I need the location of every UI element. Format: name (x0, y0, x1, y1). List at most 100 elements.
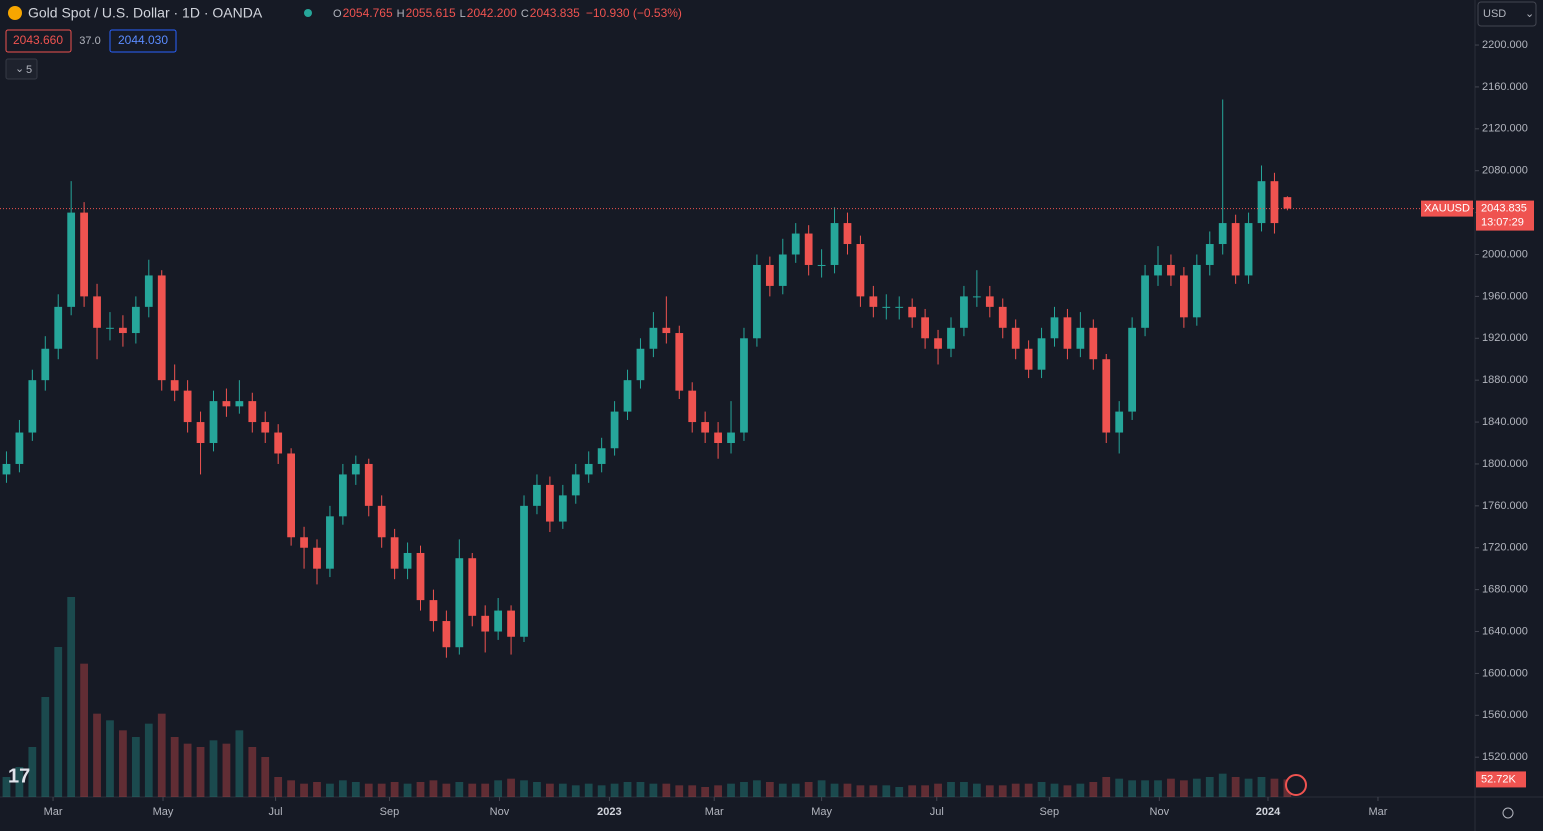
volume-bar (533, 782, 541, 797)
volume-bar (1257, 777, 1266, 797)
candle-body (416, 552, 425, 601)
chevron: ⌄ (15, 63, 24, 75)
volume-bar (429, 780, 438, 797)
x-tick-label: Jul (269, 806, 283, 818)
candle-body (908, 306, 917, 318)
symbol: Gold Spot / U.S. Dollar · 1D · OANDA (28, 5, 263, 21)
y-tick-label: 2200.000 (1482, 39, 1528, 51)
candle-body (778, 254, 787, 286)
candle-body (740, 338, 748, 433)
x-tick-label: Nov (1150, 806, 1170, 818)
volume-bar (636, 782, 645, 797)
volume-bar (183, 743, 192, 797)
candle-body (558, 495, 567, 522)
candle-body (131, 306, 140, 334)
volume-bar (481, 783, 490, 797)
volume-bar (895, 787, 904, 797)
y-tick-label: 1640.000 (1482, 625, 1528, 637)
events-icon[interactable] (1285, 774, 1307, 796)
candle-body (468, 558, 477, 616)
settings-icon[interactable] (1502, 807, 1514, 819)
candle-body (972, 296, 981, 298)
currency-select[interactable] (1477, 1, 1537, 27)
candle-body (67, 212, 76, 307)
candle-body (688, 390, 697, 423)
bid-box[interactable] (5, 29, 72, 53)
candle-body (765, 264, 774, 286)
ask-box[interactable] (109, 29, 177, 53)
candle-body (597, 448, 606, 464)
volume-bar (843, 783, 852, 797)
y-tick-label: 2120.000 (1482, 123, 1528, 135)
candle-body (856, 244, 865, 297)
ohlc-key: H (397, 8, 405, 20)
candle-body (338, 474, 347, 517)
volume-bar (972, 783, 981, 797)
x-tick-label: 2023 (597, 806, 621, 818)
y-tick-label: 1760.000 (1482, 500, 1528, 512)
volume-bar (960, 782, 968, 797)
price-tag (1476, 200, 1534, 231)
volume-bar (442, 783, 451, 797)
volume-bar (558, 783, 567, 797)
candle-body (649, 327, 658, 349)
indicators-toggle[interactable] (5, 58, 38, 80)
price-tag-value: 2043.835 (1481, 202, 1527, 214)
ohlc-value: 2043.835 (530, 6, 580, 20)
volume-bar (701, 787, 710, 797)
y-tick-label: 1840.000 (1482, 416, 1528, 428)
candle-body (170, 380, 179, 391)
symbol-tag (1421, 200, 1473, 217)
candle-body (222, 401, 231, 407)
volume-bar (351, 782, 360, 797)
spread: 37.0 (79, 35, 100, 47)
volume-bar (338, 780, 347, 797)
volume-bar (248, 747, 257, 797)
candle-body (1257, 181, 1266, 224)
candle-body (830, 223, 839, 265)
candle-body (895, 306, 904, 308)
x-tick-label: 2024 (1256, 806, 1281, 818)
volume-bar (546, 783, 554, 797)
candle-body (54, 306, 63, 349)
volume-bar (28, 747, 37, 797)
volume-bar (1089, 782, 1098, 797)
volume-bar (908, 785, 917, 797)
volume-bar (1180, 780, 1188, 797)
volume-bar (1011, 783, 1020, 797)
volume-bar (649, 783, 658, 797)
candle-body (364, 463, 373, 506)
logo (8, 6, 22, 20)
x-tick-label: Sep (380, 806, 400, 818)
tv-logo: 17 (8, 765, 30, 787)
candle-body (882, 306, 891, 308)
x-tick-label: Mar (1368, 806, 1387, 818)
candle-body (727, 432, 735, 444)
volume-bar (287, 780, 295, 797)
volume-bar (1218, 773, 1227, 797)
candle-body (1231, 223, 1240, 276)
candle-body (248, 401, 257, 423)
volume-bar (1231, 777, 1240, 797)
x-tick-label: Mar (44, 806, 63, 818)
candle-body (1154, 264, 1162, 276)
volume-bar (106, 720, 114, 797)
y-tick-label: 1560.000 (1482, 709, 1528, 721)
volume-bar (54, 647, 63, 797)
volume-bar (170, 737, 179, 797)
volume-bar (1128, 780, 1137, 797)
volume-bar (209, 740, 218, 797)
volume-bar (830, 783, 839, 797)
volume-bar (1050, 783, 1059, 797)
candle-body (1102, 359, 1111, 433)
volume-bar (196, 747, 205, 797)
candle-body (571, 474, 580, 496)
candle-body (817, 264, 826, 266)
candle-body (753, 264, 761, 339)
volume-bar (662, 783, 671, 797)
volume-bar (41, 697, 50, 797)
ohlc-value: 2054.765 (343, 6, 393, 20)
volume-bar (494, 780, 503, 797)
volume-bar (131, 737, 140, 797)
change: −10.930 (−0.53%) (586, 6, 682, 20)
